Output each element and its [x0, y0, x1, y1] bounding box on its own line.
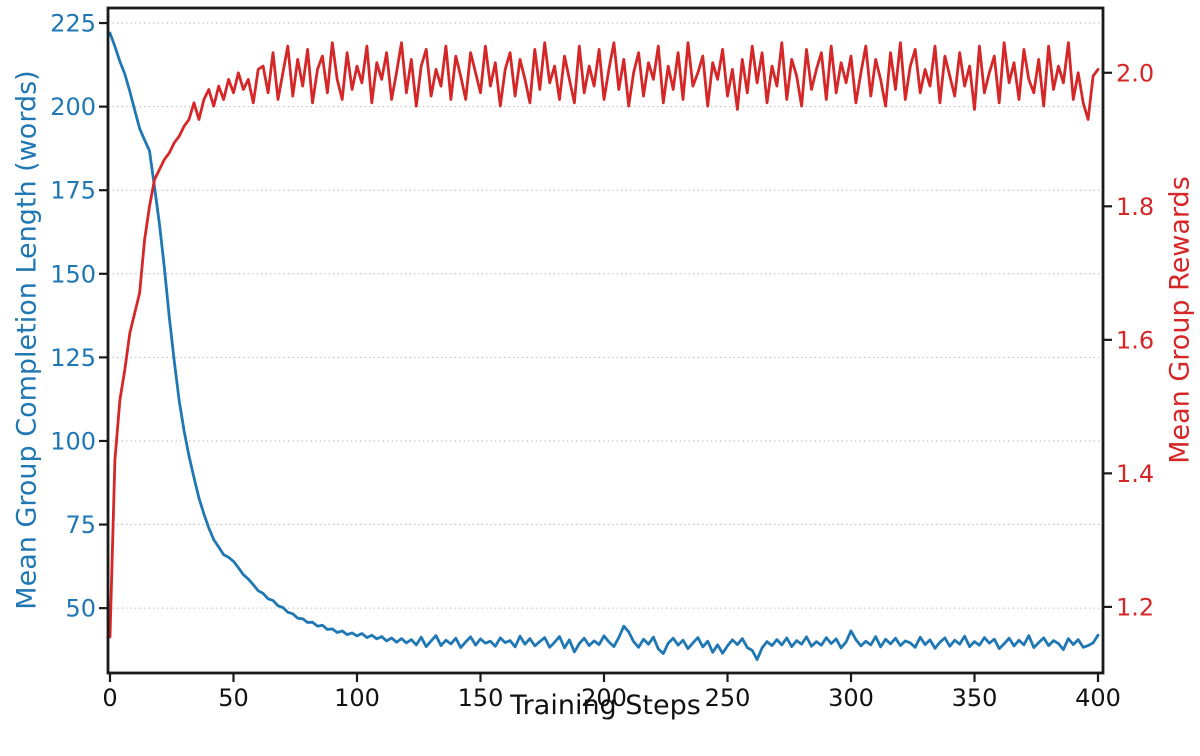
right-y-tick-label: 1.4: [1116, 460, 1154, 488]
left-y-tick-label: 75: [65, 511, 96, 539]
left-y-tick-label: 50: [65, 595, 96, 623]
right-y-tick-label: 2.0: [1116, 59, 1154, 87]
right-y-axis-label: Mean Group Rewards: [1164, 176, 1196, 464]
x-tick-label: 100: [334, 684, 380, 712]
x-tick-label: 300: [828, 684, 874, 712]
left-y-tick-label: 150: [50, 260, 96, 288]
x-tick-label: 200: [581, 684, 627, 712]
right-y-tick-label: 1.8: [1116, 193, 1154, 221]
x-tick-label: 150: [458, 684, 504, 712]
x-tick-label: 50: [218, 684, 249, 712]
rewards-line: [108, 41, 1100, 639]
x-tick-label: 250: [705, 684, 751, 712]
right-y-tick-label: 1.2: [1116, 593, 1154, 621]
left-y-tick-label: 200: [50, 93, 96, 121]
left-y-tick-label: 225: [50, 10, 96, 38]
x-axis-label: Training Steps: [510, 690, 701, 721]
left-y-tick-label: 125: [50, 344, 96, 372]
x-tick-label: 350: [952, 684, 998, 712]
right-y-tick-label: 1.6: [1116, 326, 1154, 354]
left-y-tick-label: 175: [50, 177, 96, 205]
x-tick-label: 0: [102, 684, 117, 712]
x-tick-label: 400: [1075, 684, 1121, 712]
completion-length-line: [108, 31, 1100, 661]
left-y-tick-label: 100: [50, 427, 96, 455]
left-y-axis-label: Mean Group Completion Length (words): [11, 70, 43, 610]
plot-frame: [106, 6, 1105, 675]
